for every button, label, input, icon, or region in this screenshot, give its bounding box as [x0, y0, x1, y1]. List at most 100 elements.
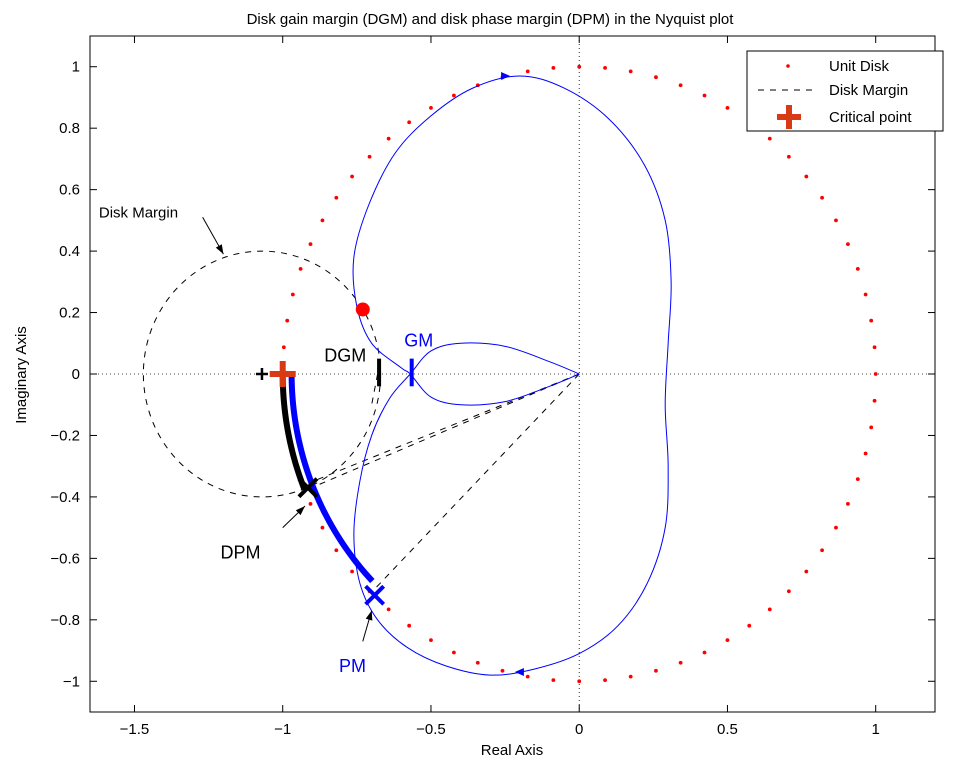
chart-legend: Unit Disk Disk Margin Critical point [746, 50, 944, 132]
unit-disk-point [820, 548, 824, 553]
unit-disk-point [551, 678, 556, 683]
chart-annotations: Disk Margin DGM GM DPM PM [99, 204, 433, 676]
x-axis-label: Real Axis [481, 742, 544, 759]
unit-disk-point [855, 477, 860, 481]
unit-disk-point [350, 174, 354, 179]
unit-disk-point [525, 69, 530, 74]
y-tick-labels: −1 −0.8 −0.6 −0.4 −0.2 0 0.2 0.4 0.6 0.8 1 [50, 59, 80, 691]
y-tick-label: 0.8 [59, 120, 80, 137]
unit-disk-point [846, 242, 850, 247]
unit-disk-point [320, 525, 325, 530]
unit-disk-point [628, 674, 633, 679]
y-tick-label: −0.8 [50, 612, 80, 629]
unit-disk-point [386, 136, 391, 141]
y-tick-label: −1 [63, 673, 80, 690]
unit-disk-point [500, 668, 505, 673]
red-point-marker [355, 302, 370, 317]
y-tick-label: −0.2 [50, 427, 80, 444]
direction-arrow [501, 71, 511, 80]
legend-unit-disk-marker [786, 64, 790, 68]
unit-disk-point [407, 623, 412, 628]
unit-disk-point [767, 607, 772, 612]
unit-disk-point [285, 318, 290, 323]
unit-disk-point [654, 668, 658, 673]
x-tick-label: −1 [274, 721, 291, 738]
dpm-x-marker [297, 477, 319, 499]
unit-disk-point [767, 136, 772, 141]
unit-disk-point [334, 195, 339, 200]
chart-title: Disk gain margin (DGM) and disk phase ma… [247, 11, 735, 28]
y-tick-label: 0.4 [59, 243, 80, 260]
unit-disk-point [577, 679, 582, 684]
unit-disk-point [804, 174, 809, 179]
small-plus-marker [255, 368, 268, 380]
unit-disk-point [725, 105, 730, 110]
unit-disk-point [334, 548, 339, 553]
unit-disk-point [678, 83, 683, 88]
unit-disk-point [869, 425, 874, 430]
unit-disk-point [786, 589, 791, 594]
x-tick-label: −0.5 [416, 721, 446, 738]
unit-disk-point [678, 660, 683, 665]
disk-margin-arrow-head [215, 244, 224, 255]
legend-critical-point: Critical point [829, 109, 912, 126]
unit-disk-point [725, 638, 730, 643]
unit-disk-point [747, 623, 752, 628]
annotation-dpm: DPM [220, 542, 260, 562]
y-tick-label: −0.6 [50, 550, 80, 567]
unit-disk-point [863, 451, 868, 456]
unit-disk-point [873, 372, 878, 376]
axis-ticks [90, 36, 935, 712]
unit-disk-point [577, 64, 582, 69]
unit-disk-point [834, 218, 838, 223]
direction-arrow [514, 668, 524, 677]
unit-disk-point [869, 318, 874, 323]
unit-disk-point [452, 650, 456, 655]
annotation-gm: GM [404, 330, 433, 350]
unit-disk-point [429, 105, 433, 110]
unit-disk-point [863, 292, 868, 297]
dashed-guide-line [372, 373, 580, 591]
unit-disk-point [290, 292, 295, 297]
y-axis-label: Imaginary Axis [13, 326, 30, 424]
legend-unit-disk: Unit Disk [829, 58, 890, 75]
unit-disk-point [872, 345, 877, 350]
y-tick-label: −0.4 [50, 489, 80, 506]
critical-point-marker [269, 361, 296, 387]
annotation-dgm: DGM [324, 346, 366, 366]
unit-disk-point [429, 638, 433, 643]
pm-arrow-head [365, 610, 373, 621]
plot-area [89, 35, 936, 713]
unit-disk-point [872, 398, 877, 403]
unit-disk-point [525, 674, 530, 679]
x-tick-label: −1.5 [120, 721, 150, 738]
unit-disk-point [702, 93, 707, 98]
dashed-guide-line [371, 373, 379, 405]
x-tick-label: 0 [575, 721, 583, 738]
unit-disk-point [804, 569, 809, 574]
unit-disk-point [475, 660, 480, 665]
annotation-disk-margin: Disk Margin [99, 204, 178, 221]
unit-disk-point [308, 501, 313, 506]
y-tick-label: 0 [72, 366, 80, 383]
dpm-arrow-head [295, 506, 305, 516]
unit-disk-point [786, 154, 791, 159]
unit-disk-point [603, 678, 607, 683]
dashed-guide-line [307, 373, 580, 490]
unit-disk-point [654, 75, 658, 80]
zero-grid-lines [90, 36, 935, 712]
x-tick-label: 0.5 [717, 721, 738, 738]
unit-disk-point [308, 242, 313, 247]
x-tick-label: 1 [872, 721, 880, 738]
dpm-arc [279, 373, 308, 491]
nyquist-curve [352, 75, 672, 676]
unit-disk-point [855, 267, 860, 271]
chart-marks [142, 64, 878, 684]
unit-disk-point [603, 65, 607, 70]
y-tick-label: 0.6 [59, 182, 80, 199]
y-tick-label: 1 [72, 59, 80, 76]
unit-disk-point [846, 501, 850, 506]
unit-disk-point [834, 525, 838, 530]
annotation-pm: PM [339, 656, 366, 676]
